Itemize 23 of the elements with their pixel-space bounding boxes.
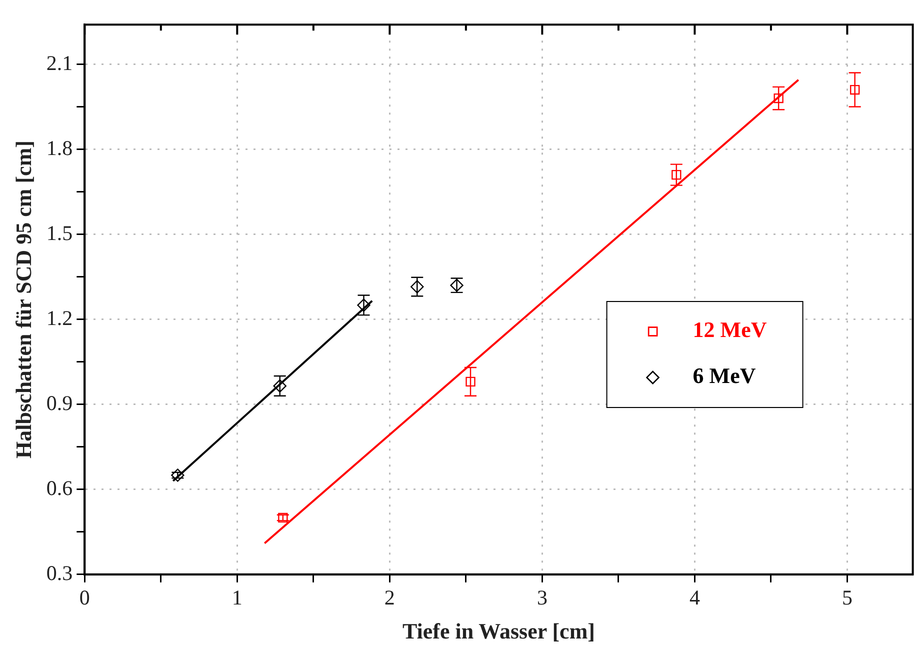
legend-label: 12 MeV — [692, 317, 767, 342]
point — [466, 376, 476, 387]
x-tick-label: 1 — [232, 586, 242, 610]
y-tick-label: 2.1 — [46, 50, 73, 75]
x-tick-label: 5 — [842, 586, 852, 610]
x-tick-label: 2 — [384, 586, 395, 610]
legend-label: 6 MeV — [692, 363, 756, 388]
point — [171, 468, 184, 482]
x-tick-label: 0 — [79, 586, 90, 610]
y-tick-label: 0.9 — [46, 390, 73, 415]
y-tick-label: 1.8 — [46, 136, 73, 160]
point — [672, 170, 682, 180]
x-axis-title: Tiefe in Wasser [cm] — [402, 618, 595, 644]
point — [278, 512, 288, 523]
point — [850, 84, 860, 95]
y-tick-label: 1.2 — [46, 306, 73, 330]
point — [774, 93, 784, 104]
y-tick-label: 1.5 — [46, 220, 73, 245]
x-tick-label: 4 — [689, 586, 700, 610]
y-tick-label: 0.3 — [46, 560, 73, 585]
x-tick-label: 3 — [536, 586, 548, 610]
y-tick-label: 0.6 — [46, 476, 73, 500]
y-axis-title: Halbschatten für SCD 95 cm [cm] — [10, 140, 36, 458]
